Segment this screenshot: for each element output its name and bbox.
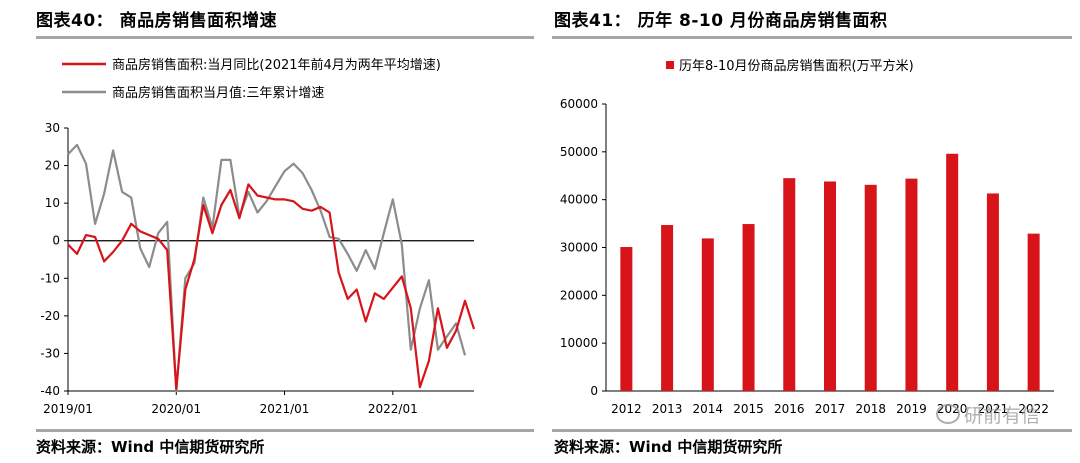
legend-label: 历年8-10月份商品房销售面积(万平方米) [679, 58, 914, 74]
y-tick-label: 50000 [560, 145, 598, 159]
bar [620, 247, 633, 391]
y-tick-label: -40 [40, 384, 60, 398]
y-tick-label: 30 [45, 121, 60, 135]
bar [783, 178, 796, 391]
x-tick-label: 2019 [896, 402, 927, 416]
footer-divider [36, 429, 534, 432]
x-tick-label: 2022/01 [368, 402, 418, 416]
source-note: 资料来源：Wind 中信期货研究所 [36, 438, 265, 456]
source-note: 资料来源：Wind 中信期货研究所 [554, 438, 783, 456]
figure-title: 图表40： 商品房销售面积增速 [36, 11, 278, 31]
bar [905, 178, 918, 391]
x-tick-label: 2020/01 [151, 402, 201, 416]
x-tick-label: 2018 [855, 402, 886, 416]
wechat-icon [935, 404, 960, 424]
y-tick-label: 60000 [560, 97, 598, 111]
line-chart-panel: 图表40： 商品房销售面积增速 商品房销售面积:当月同比(2021年前4月为两年… [36, 11, 534, 456]
x-tick-label: 2015 [733, 402, 764, 416]
bar [701, 238, 714, 391]
y-tick-label: 20000 [560, 288, 598, 302]
series-line [67, 183, 476, 391]
x-tick-label: 2014 [693, 402, 724, 416]
y-tick-label: -20 [40, 309, 60, 323]
x-tick-label: 2012 [611, 402, 642, 416]
x-tick-label: 2021/01 [260, 402, 310, 416]
line-chart: 商品房销售面积:当月同比(2021年前4月为两年平均增速) 商品房销售面积当月值:… [40, 57, 476, 416]
x-tick-label: 2016 [774, 402, 805, 416]
figure-title: 图表41： 历年 8-10 月份商品房销售面积 [554, 11, 888, 31]
x-tick-label: 2019/01 [43, 402, 93, 416]
y-tick-label: 30000 [560, 241, 598, 255]
x-tick-label: 2013 [652, 402, 683, 416]
x-tick-label: 2022 [1018, 402, 1049, 416]
y-tick-label: 20 [45, 159, 60, 173]
x-tick-label: 2021 [978, 402, 1009, 416]
y-tick-label: 0 [590, 384, 598, 398]
bar [661, 225, 674, 391]
y-tick-label: -10 [40, 271, 60, 285]
bar [1027, 233, 1040, 391]
legend-swatch [666, 61, 674, 69]
bar-chart: 历年8-10月份商品房销售面积(万平方米) 60000 50000 40000 3000… [560, 58, 1054, 416]
bar [742, 224, 755, 391]
bar [986, 193, 999, 391]
legend-label: 商品房销售面积当月值:三年累计增速 [112, 85, 324, 101]
bar [946, 153, 959, 391]
footer-divider [552, 429, 1072, 432]
y-tick-label: 10 [45, 196, 60, 210]
title-divider [552, 36, 1072, 39]
watermark-text: 研前有信 [963, 405, 1040, 427]
legend-label: 商品房销售面积:当月同比(2021年前4月为两年平均增速) [112, 57, 441, 73]
y-tick-label: 10000 [560, 336, 598, 350]
bar [824, 181, 836, 391]
x-tick-label: 2017 [815, 402, 846, 416]
y-tick-label: -30 [40, 346, 60, 360]
y-tick-label: 0 [52, 234, 60, 248]
title-divider [36, 36, 534, 39]
bar-chart-panel: 图表41： 历年 8-10 月份商品房销售面积 历年8-10月份商品房销售面积(… [546, 0, 1080, 463]
bar [864, 184, 877, 391]
series-line [67, 143, 467, 393]
watermark: 研前有信 [935, 401, 1040, 428]
y-tick-label: 40000 [560, 193, 598, 207]
